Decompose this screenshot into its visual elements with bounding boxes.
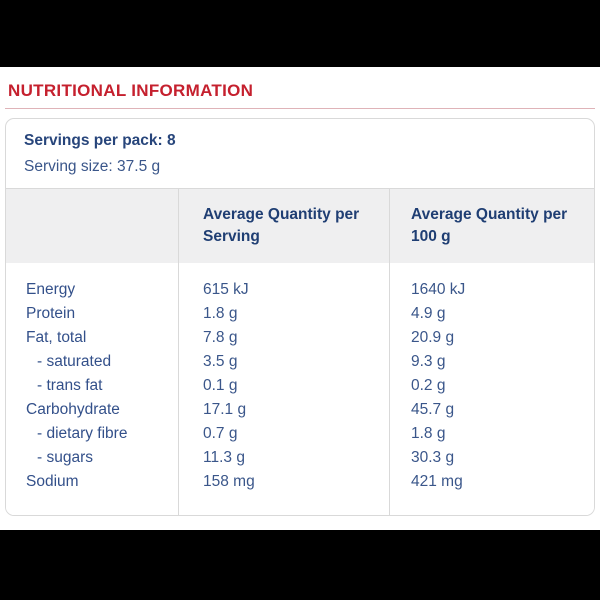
servings-per-pack: Servings per pack: 8 xyxy=(24,132,176,149)
per-serving-value: 0.1 g xyxy=(203,377,238,394)
table-row: - trans fat 0.1 g 0.2 g xyxy=(6,374,594,398)
title-divider xyxy=(5,108,595,109)
per-100g-value: 421 mg xyxy=(411,473,463,490)
serving-size: Serving size: 37.5 g xyxy=(24,158,161,175)
column-divider xyxy=(178,188,179,515)
nutrient-label: - sugars xyxy=(37,449,93,466)
nutrient-label: - trans fat xyxy=(37,377,103,394)
nutrient-label: - saturated xyxy=(37,353,112,370)
per-serving-value: 158 mg xyxy=(203,473,255,490)
table-row: Sodium 158 mg 421 mg xyxy=(6,470,594,494)
table-row: - sugars 11.3 g 30.3 g xyxy=(6,446,594,470)
per-serving-value: 615 kJ xyxy=(203,281,249,298)
table-row: Fat, total 7.8 g 20.9 g xyxy=(6,326,594,350)
table-row: Energy 615 kJ 1640 kJ xyxy=(6,278,594,302)
nutrient-label: Carbohydrate xyxy=(26,401,120,418)
per-serving-value: 0.7 g xyxy=(203,425,238,442)
nutrient-label: Sodium xyxy=(26,473,79,490)
table-row: - saturated 3.5 g 9.3 g xyxy=(6,350,594,374)
table-row: Carbohydrate 17.1 g 45.7 g xyxy=(6,398,594,422)
column-header-per-serving: Average Quantity per Serving xyxy=(203,206,360,245)
table-row: Protein 1.8 g 4.9 g xyxy=(6,302,594,326)
page-title: NUTRITIONAL INFORMATION xyxy=(8,81,254,100)
nutrient-label: Protein xyxy=(26,305,76,322)
per-100g-value: 20.9 g xyxy=(411,329,455,346)
per-100g-value: 9.3 g xyxy=(411,353,446,370)
per-100g-value: 1640 kJ xyxy=(411,281,466,298)
nutrient-label: Fat, total xyxy=(26,329,87,346)
per-100g-value: 1.8 g xyxy=(411,425,446,442)
per-100g-value: 4.9 g xyxy=(411,305,446,322)
nutrient-label: - dietary fibre xyxy=(37,425,128,442)
top-black-band xyxy=(0,0,600,67)
per-serving-value: 17.1 g xyxy=(203,401,247,418)
per-serving-value: 11.3 g xyxy=(203,449,245,466)
nutrition-panel: Servings per pack: 8 Serving size: 37.5 … xyxy=(5,118,595,516)
table-header-row: Average Quantity per Serving Average Qua… xyxy=(6,188,594,263)
per-serving-value: 1.8 g xyxy=(203,305,238,322)
column-divider xyxy=(389,188,390,515)
per-serving-value: 3.5 g xyxy=(203,353,238,370)
per-100g-value: 0.2 g xyxy=(411,377,446,394)
per-100g-value: 45.7 g xyxy=(411,401,455,418)
column-header-nutrient xyxy=(6,189,178,263)
per-serving-value: 7.8 g xyxy=(203,329,238,346)
nutrient-label: Energy xyxy=(26,281,76,298)
table-row: - dietary fibre 0.7 g 1.8 g xyxy=(6,422,594,446)
servings-section: Servings per pack: 8 Serving size: 37.5 … xyxy=(6,119,594,188)
column-header-per-100g: Average Quantity per 100 g xyxy=(411,206,568,245)
content-area: NUTRITIONAL INFORMATION Servings per pac… xyxy=(0,67,600,530)
table-body: Energy 615 kJ 1640 kJ Protein 1.8 g 4.9 … xyxy=(6,263,594,515)
per-100g-value: 30.3 g xyxy=(411,449,455,466)
bottom-black-band xyxy=(0,530,600,600)
